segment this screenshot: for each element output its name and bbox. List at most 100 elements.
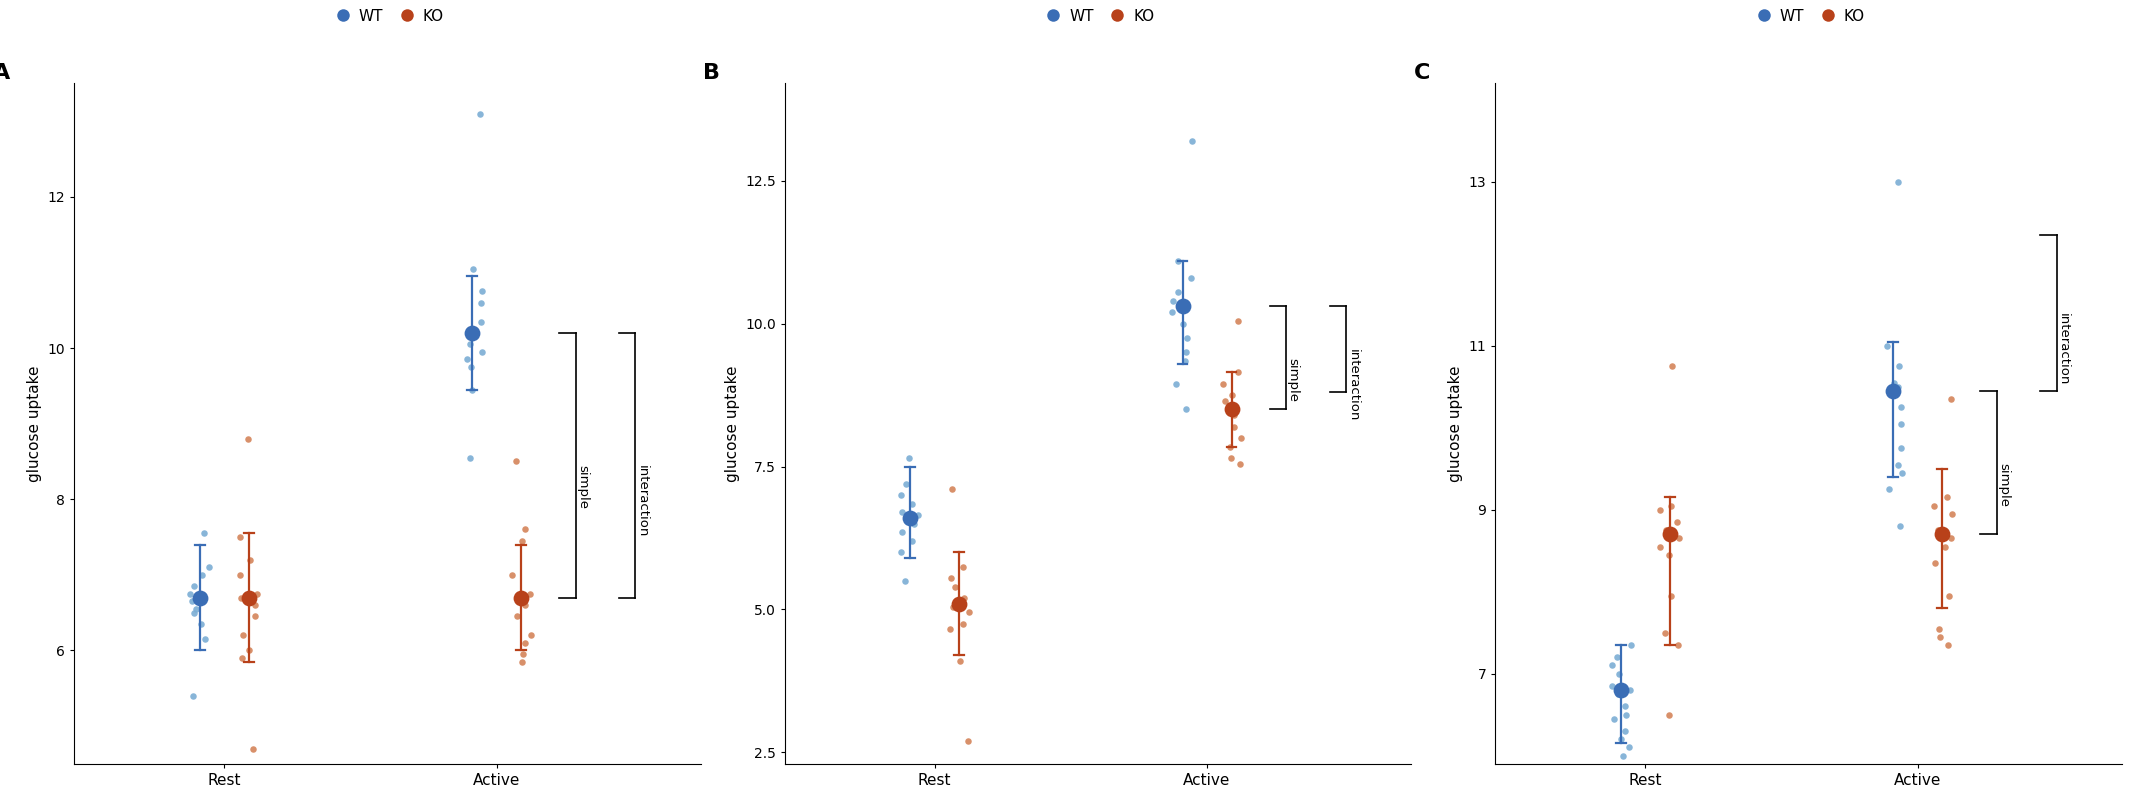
Point	[1606, 749, 1640, 762]
Text: simple: simple	[1996, 463, 2009, 507]
Point	[1928, 540, 1962, 553]
Point	[1871, 340, 1905, 352]
Point	[506, 648, 540, 661]
Point	[499, 455, 533, 468]
Point	[1932, 590, 1967, 602]
Text: A: A	[0, 63, 11, 83]
Point	[224, 531, 258, 543]
Point	[175, 595, 209, 608]
Text: interaction: interaction	[2056, 313, 2069, 385]
Text: interaction: interaction	[636, 465, 648, 538]
Point	[1920, 524, 1954, 537]
Point	[454, 327, 488, 340]
Point	[1169, 355, 1203, 368]
Point	[237, 610, 271, 623]
Point	[1881, 380, 1915, 393]
Point	[1881, 360, 1915, 372]
Point	[883, 546, 917, 559]
Point	[1883, 417, 1918, 430]
Point	[1604, 733, 1638, 745]
Point	[188, 633, 222, 646]
Point	[1600, 651, 1634, 664]
Point	[1930, 638, 1964, 651]
Point	[454, 360, 488, 373]
Point	[936, 600, 971, 613]
Point	[186, 568, 220, 581]
Point	[1613, 741, 1647, 754]
Point	[179, 591, 213, 604]
Point	[885, 506, 919, 519]
Y-axis label: glucose uptake: glucose uptake	[725, 365, 740, 482]
Point	[226, 652, 260, 665]
Point	[1935, 507, 1969, 520]
Point	[1877, 376, 1911, 389]
Point	[508, 598, 542, 611]
Point	[1613, 684, 1647, 697]
Point	[1160, 286, 1194, 299]
Point	[947, 618, 981, 630]
Point	[896, 511, 930, 524]
Point	[1651, 548, 1685, 561]
Point	[192, 561, 226, 574]
Point	[892, 451, 926, 464]
Point	[239, 598, 273, 611]
Point	[1608, 700, 1642, 713]
Point	[1158, 377, 1192, 390]
Point	[883, 489, 917, 502]
Point	[1224, 431, 1258, 444]
Point	[1922, 622, 1956, 635]
Point	[501, 610, 535, 623]
Point	[226, 629, 260, 642]
Point	[1207, 395, 1241, 407]
Point	[1886, 467, 1920, 479]
Point	[947, 591, 981, 604]
Point	[1216, 408, 1250, 421]
Point	[1649, 626, 1683, 639]
Point	[1222, 457, 1256, 470]
Text: C: C	[1414, 63, 1431, 83]
Point	[1655, 499, 1689, 512]
Point	[1881, 176, 1915, 189]
Point	[1214, 403, 1248, 415]
Point	[1653, 528, 1687, 541]
Text: simple: simple	[576, 465, 589, 509]
Point	[898, 517, 932, 530]
Point	[1175, 134, 1209, 147]
Point	[177, 580, 211, 593]
Point	[1604, 684, 1638, 697]
Legend: WT, KO: WT, KO	[1747, 2, 1871, 30]
Point	[224, 591, 258, 604]
Text: B: B	[704, 63, 721, 83]
Point	[1935, 532, 1969, 545]
Point	[456, 262, 491, 275]
Point	[1167, 317, 1201, 330]
Point	[934, 483, 968, 496]
Point	[1165, 300, 1199, 313]
Y-axis label: glucose uptake: glucose uptake	[1448, 365, 1463, 482]
Point	[1659, 515, 1694, 528]
Point	[514, 629, 548, 642]
Point	[1602, 688, 1636, 701]
Point	[1608, 725, 1642, 737]
Point	[894, 535, 928, 547]
Point	[179, 602, 213, 615]
Text: interaction: interaction	[1346, 349, 1359, 422]
Point	[945, 594, 979, 607]
Point	[939, 580, 973, 593]
Point	[934, 571, 968, 584]
Point	[506, 535, 540, 547]
Point	[900, 509, 934, 522]
Point	[232, 644, 267, 657]
Point	[514, 587, 548, 600]
Point	[177, 606, 211, 619]
Point	[896, 497, 930, 510]
Point	[232, 591, 267, 604]
Point	[224, 568, 258, 581]
Point	[1642, 503, 1677, 516]
Point	[943, 654, 977, 667]
Point	[1218, 420, 1252, 433]
Point	[1220, 314, 1254, 327]
Point	[1651, 708, 1685, 721]
Point	[885, 526, 919, 539]
Point	[450, 353, 484, 366]
